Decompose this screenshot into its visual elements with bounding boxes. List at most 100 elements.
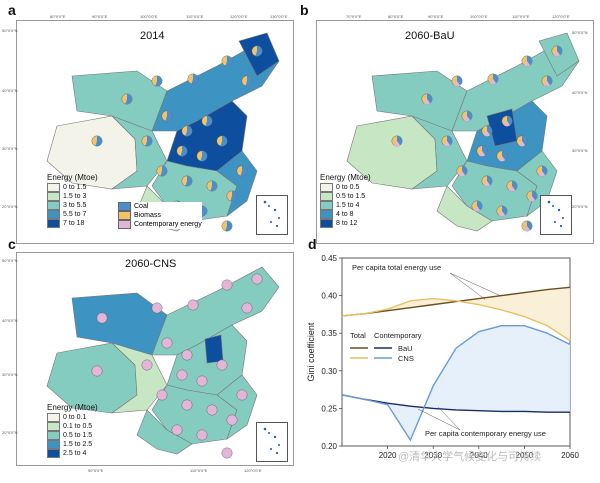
tick-a-left-2: 30°0'0"N [2,146,18,151]
energy-pie-marker [206,404,218,416]
energy-pie-marker [161,337,173,349]
energy-pie-marker [526,190,538,202]
energy-pie-marker [391,135,403,147]
x-tick-label: 2040 [470,451,488,460]
annotation-contemporary: Per capita contemporary energy use [425,429,546,438]
legend-row: 0 to 0.5 [320,183,371,192]
energy-pie-marker [141,135,153,147]
energy-pie-marker [541,75,553,87]
energy-pie-marker [91,365,103,377]
tick-a-top-3: 110°0'0"E [186,14,204,19]
legend-row: 0 to 0.1 [47,413,98,422]
south-china-sea-inset-a [256,195,288,235]
china-map-c [46,266,280,459]
energy-pie-marker [506,180,518,192]
x-tick-label: 2050 [516,451,534,460]
tick-b-top-2: 90°0'0"E [428,14,444,19]
panel-label-a: a [8,2,16,18]
legend-row: 3 to 5.5 [47,201,98,210]
tick-b-top-3: 100°0'0"E [470,14,488,19]
energy-pie-marker [481,125,493,137]
legend-row: 0.1 to 0.5 [47,422,98,431]
legend-swatch [320,192,333,201]
energy-pie-marker [181,175,193,187]
legend-swatch [47,219,60,228]
legend-row: 2.5 to 4 [47,449,98,458]
legend-header-total: Total [350,331,366,340]
energy-pie-marker [221,279,233,291]
tick-a-top-1: 90°0'0"E [92,14,108,19]
energy-pie-marker [241,75,253,87]
energy-pie-marker [181,349,193,361]
energy-pie-marker [176,145,188,157]
legend-row: 7 to 18 [47,219,98,228]
energy-pie-marker [171,424,183,436]
energy-legend-a: Energy (Mtoe) 0 to 1.5 1.5 to 3 3 to 5.5 5.… [47,173,98,228]
tick-b-right-2: 30°0'0"N [572,148,588,153]
legend-label: 0 to 0.5 [336,184,360,191]
energy-pie-marker [226,190,238,202]
legend-label: 7 to 18 [63,220,85,227]
energy-pie-marker [441,135,453,147]
legend-swatch [47,422,60,431]
tick-a-left-3: 20°0'0"N [2,204,18,209]
energy-pie-marker [451,75,463,87]
energy-pie-marker [251,45,263,57]
energy-pie-marker [516,135,528,147]
energy-pie-marker [221,447,233,459]
legend-swatch [47,449,60,458]
energy-pie-marker [461,110,473,122]
energy-pie-marker [187,299,199,311]
energy-pie-marker [216,135,228,147]
gini-chart-svg: 0.20 0.25 0.30 0.35 0.40 0.45 2020 2030 2040 2050… [306,254,579,460]
energy-pie-marker [121,93,133,105]
tick-b-top-0: 70°0'0"E [346,14,362,19]
legend-label-cns: CNS [398,354,414,363]
tick-c-left-0: 50°0'0"N [2,258,18,263]
legend-header-contemporary: Contemporary [374,331,422,340]
y-tick-label: 0.40 [321,292,337,301]
tick-b-top-4: 110°0'0"E [512,14,530,19]
tick-c-left-3: 20°0'0"N [2,430,18,435]
series-line-contemporary-cns [341,324,571,442]
fuel-legend-a: Coal Biomass Contemporary energy [118,202,202,229]
map-panel-b [316,20,594,244]
fuel-legend-swatch [118,211,131,220]
legend-swatch [47,431,60,440]
energy-pie-marker [487,73,499,85]
annotation-total-pointer [449,272,486,300]
tick-a-top-2: 100°0'0"E [140,14,158,19]
legend-label-bau: BaU [398,344,413,353]
legend-label: 0.1 to 0.5 [63,423,93,430]
y-tick-label: 0.20 [321,442,337,451]
x-tick-label: 2030 [424,451,442,460]
legend-label: 1.5 to 2.5 [63,441,93,448]
energy-pie-marker [156,389,168,401]
tick-a-left-1: 40°0'0"N [2,88,18,93]
tick-c-bottom-2: 120°0'0"E [244,468,262,473]
south-china-sea-inset-b [540,195,572,235]
legend-row: 4 to 8 [320,210,371,219]
tick-c-left-1: 40°0'0"N [2,318,18,323]
energy-pie-marker [536,165,548,177]
tick-b-top-1: 80°0'0"E [388,14,404,19]
energy-pie-marker [156,165,168,177]
legend-swatch [320,219,333,228]
y-tick-label: 0.30 [321,367,337,376]
legend-label: 0.5 to 1.5 [63,432,93,439]
tick-a-left-0: 50°0'0"N [2,28,18,33]
legend-row: 1.5 to 4 [320,201,371,210]
legend-swatch [320,183,333,192]
annotation-total-pointer [449,272,501,296]
legend-swatch [47,192,60,201]
y-tick-label: 0.45 [321,254,337,263]
tick-c-left-2: 30°0'0"N [2,372,18,377]
legend-swatch [47,413,60,422]
legend-swatch [47,183,60,192]
y-tick-label: 0.35 [321,329,337,338]
tick-b-right-0: 50°0'0"N [572,30,588,35]
energy-pie-marker [236,389,248,401]
legend-label: 2.5 to 4 [63,450,87,457]
energy-legend-c: Energy (Mtoe) 0 to 0.1 0.1 to 0.5 0.5 to 1… [47,403,98,458]
legend-label: 1.5 to 3 [63,193,87,200]
